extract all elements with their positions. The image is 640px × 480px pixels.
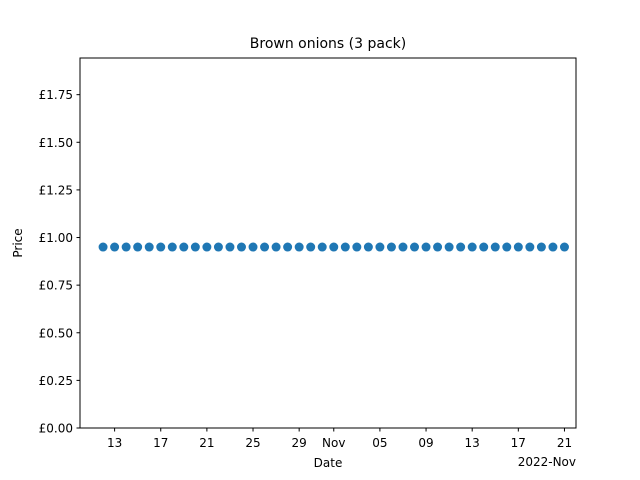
data-point (225, 242, 235, 252)
data-point (525, 242, 535, 252)
data-point (156, 242, 166, 252)
y-axis-label: Price (11, 228, 25, 257)
data-point (329, 242, 339, 252)
x-tick-label: 17 (511, 436, 526, 450)
x-tick-label: 17 (153, 436, 168, 450)
x-tick-label: 13 (465, 436, 480, 450)
data-point (236, 242, 246, 252)
data-point (467, 242, 477, 252)
data-point (352, 242, 362, 252)
data-point (398, 242, 408, 252)
data-point (248, 242, 258, 252)
data-point (317, 242, 327, 252)
y-tick-label: £1.00 (39, 231, 73, 245)
x-axis-label: Date (314, 456, 343, 470)
y-tick-label: £1.75 (39, 88, 73, 102)
x-tick-label: 09 (418, 436, 433, 450)
data-point (306, 242, 316, 252)
data-point (456, 242, 466, 252)
plot-frame (79, 57, 577, 429)
data-point (340, 242, 350, 252)
x-tick-label: 25 (245, 436, 260, 450)
data-point (294, 242, 304, 252)
x-tick-label: 29 (292, 436, 307, 450)
x-axis: 13 17 21 25 29 Nov 05 09 13 17 21 (107, 428, 572, 450)
data-point (98, 242, 108, 252)
y-tick-label: £1.50 (39, 136, 73, 150)
data-point (410, 242, 420, 252)
data-point (144, 242, 154, 252)
data-point (444, 242, 454, 252)
y-tick-label: £0.75 (39, 279, 73, 293)
data-point (283, 242, 293, 252)
data-point (133, 242, 143, 252)
y-tick-label: £0.25 (39, 374, 73, 388)
data-point (490, 242, 500, 252)
data-point (110, 242, 120, 252)
data-point (559, 242, 569, 252)
data-point (363, 242, 373, 252)
data-point (167, 242, 177, 252)
data-point (513, 242, 523, 252)
plot-layer (98, 242, 569, 252)
data-point (190, 242, 200, 252)
data-point (375, 242, 385, 252)
y-tick-label: £0.50 (39, 326, 73, 340)
data-point (271, 242, 281, 252)
data-point (433, 242, 443, 252)
y-tick-label: £0.00 (39, 422, 73, 436)
y-axis: £0.00 £0.25 £0.50 £0.75 £1.00 £1.25 £1.50 £1.75 (39, 88, 80, 436)
data-point (260, 242, 270, 252)
x-tick-label: Nov (322, 436, 345, 450)
x-offset-label: 2022-Nov (518, 455, 576, 469)
x-tick-label: 21 (557, 436, 572, 450)
x-tick-label: 05 (372, 436, 387, 450)
data-point (421, 242, 431, 252)
x-tick-label: 21 (199, 436, 214, 450)
x-tick-label: 13 (107, 436, 122, 450)
data-point (536, 242, 546, 252)
data-point (502, 242, 512, 252)
data-point (121, 242, 131, 252)
data-point (548, 242, 558, 252)
y-tick-label: £1.25 (39, 183, 73, 197)
data-point (202, 242, 212, 252)
data-point (213, 242, 223, 252)
chart-title: Brown onions (3 pack) (250, 36, 406, 52)
data-point (179, 242, 189, 252)
data-point (479, 242, 489, 252)
data-point (386, 242, 396, 252)
